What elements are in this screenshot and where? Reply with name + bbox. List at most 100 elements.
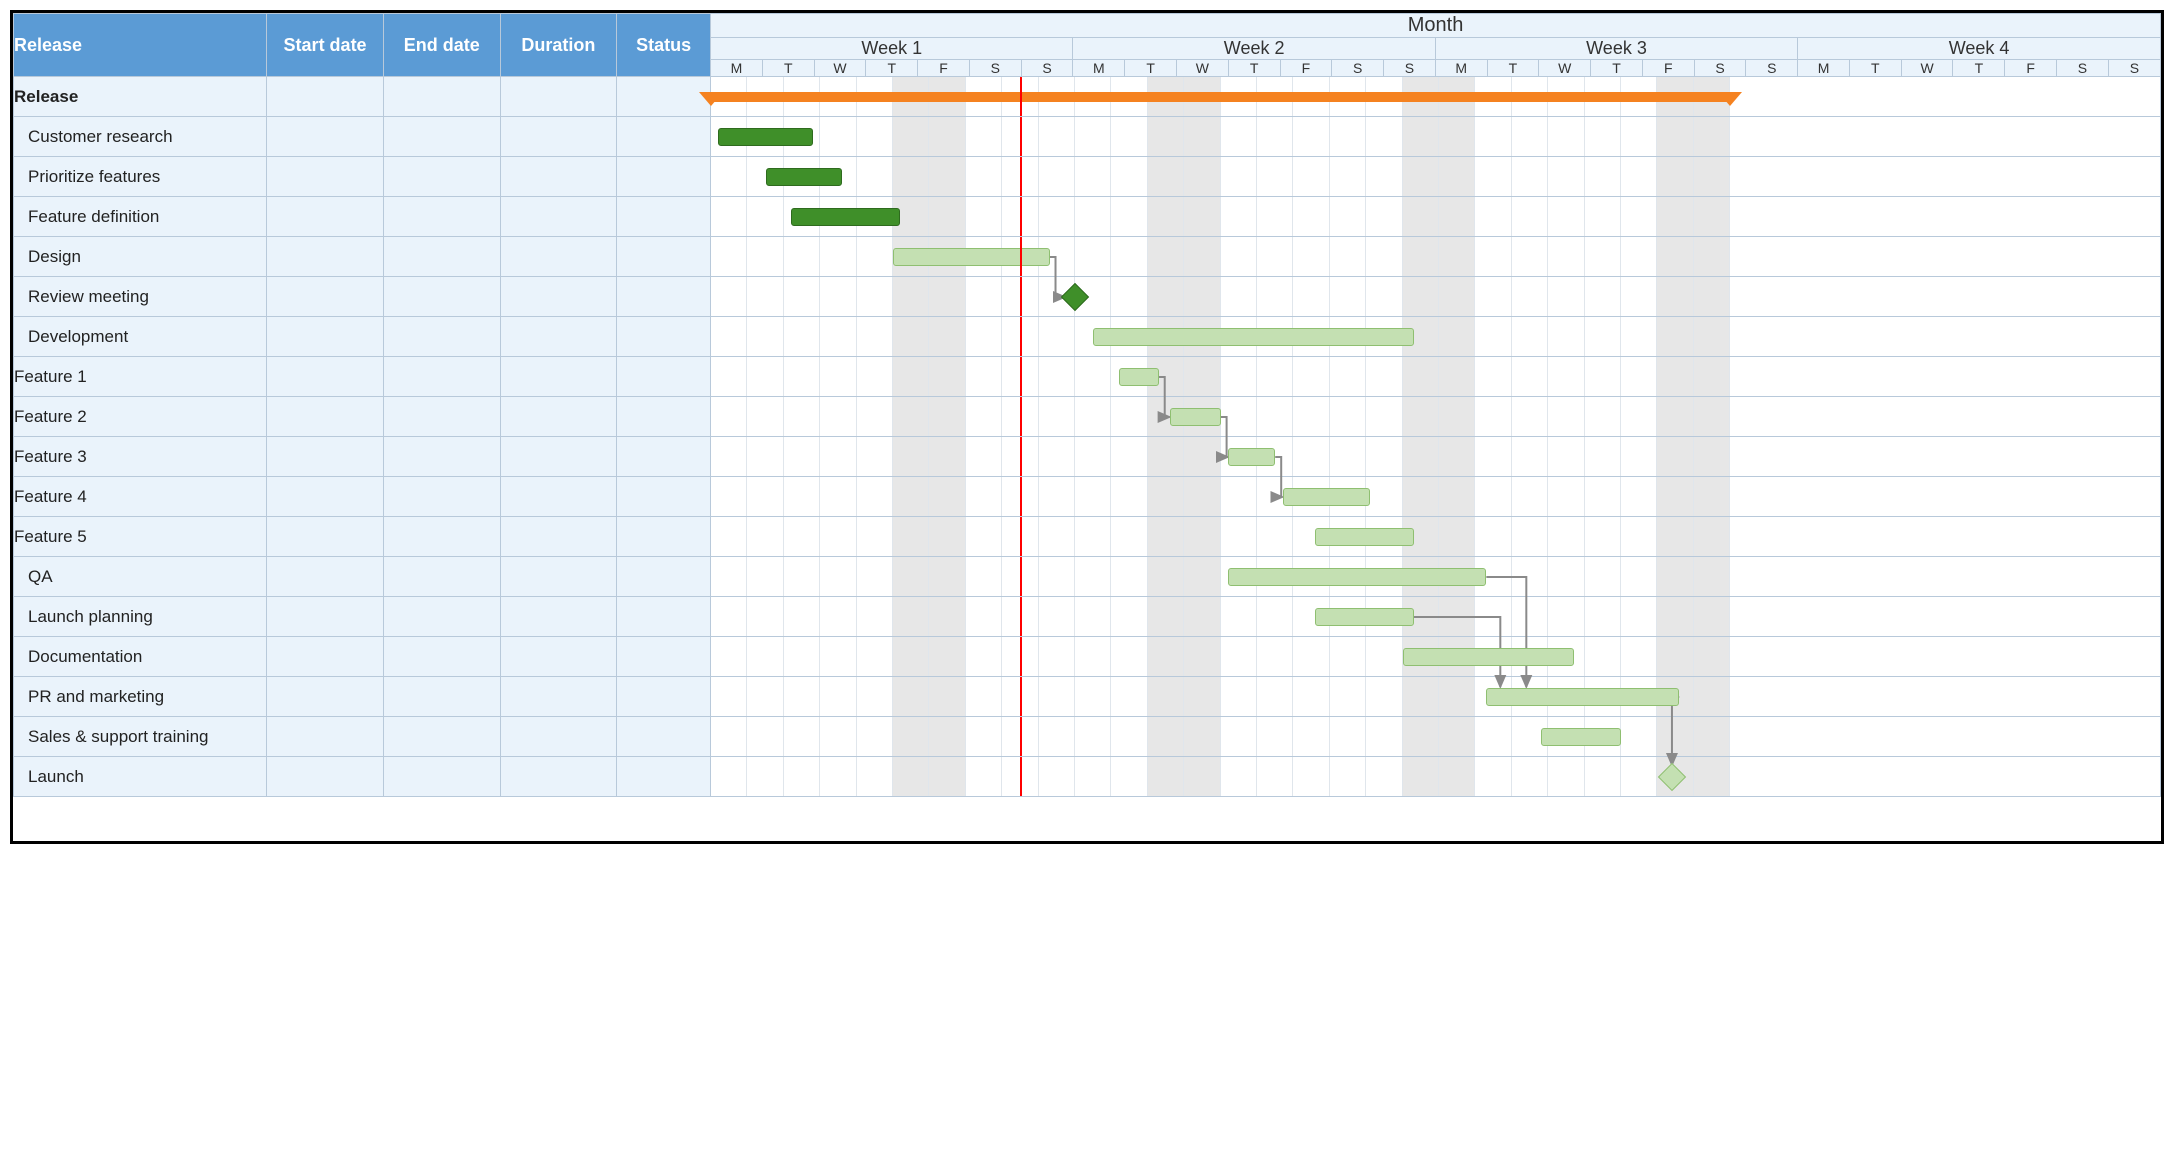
day-cell <box>1621 477 1657 516</box>
day-cell <box>1585 437 1621 476</box>
day-cell <box>1039 397 1075 436</box>
gantt-bar <box>1315 528 1413 546</box>
day-cell <box>1184 597 1220 636</box>
day-cell <box>1403 197 1439 236</box>
day-cell <box>1657 637 1693 676</box>
day-cell <box>857 277 893 316</box>
empty-duration <box>500 637 617 677</box>
day-cell <box>929 117 965 156</box>
day-cell <box>1548 237 1584 276</box>
empty-status <box>617 677 711 717</box>
chart-row-cell <box>711 317 2161 357</box>
empty-start <box>267 677 384 717</box>
day-cell <box>1111 597 1147 636</box>
day-cell <box>747 277 783 316</box>
day-cell <box>711 357 747 396</box>
day-cell <box>1184 557 1220 596</box>
day-cell <box>1585 317 1621 356</box>
day-cell <box>1148 637 1184 676</box>
day-header: T <box>1125 60 1177 77</box>
task-row: Prioritize features <box>14 157 2161 197</box>
day-cell <box>1585 197 1621 236</box>
day-cell <box>1221 597 1257 636</box>
day-cell <box>1475 477 1511 516</box>
day-cell <box>1548 117 1584 156</box>
day-cell <box>1039 157 1075 196</box>
day-cell <box>1366 117 1402 156</box>
empty-status <box>617 757 711 797</box>
task-label: Prioritize features <box>14 157 267 197</box>
chart-row-cell <box>711 757 2161 797</box>
col-header-task: Release <box>14 14 267 77</box>
today-line <box>1020 277 1022 316</box>
day-cell <box>820 397 856 436</box>
day-cell <box>784 357 820 396</box>
empty-duration <box>500 237 617 277</box>
day-cell <box>1075 677 1111 716</box>
day-header: S <box>969 60 1021 77</box>
empty-start <box>267 197 384 237</box>
day-cell <box>1694 277 1730 316</box>
empty-status <box>617 557 711 597</box>
day-cell <box>1439 237 1475 276</box>
day-cell <box>1293 397 1329 436</box>
day-cell <box>1621 597 1657 636</box>
day-cell <box>1403 117 1439 156</box>
empty-duration <box>500 157 617 197</box>
day-cell <box>711 717 747 756</box>
day-cell <box>1221 477 1257 516</box>
day-cell <box>1257 237 1293 276</box>
day-header: W <box>1539 60 1591 77</box>
day-cell <box>1184 517 1220 556</box>
day-cell <box>1694 197 1730 236</box>
day-cell <box>1621 397 1657 436</box>
day-cell <box>1075 437 1111 476</box>
day-cell <box>1548 517 1584 556</box>
empty-duration <box>500 557 617 597</box>
day-cell <box>857 557 893 596</box>
day-cell <box>893 317 929 356</box>
day-cell <box>1621 237 1657 276</box>
day-cell <box>1221 637 1257 676</box>
day-cell <box>1075 597 1111 636</box>
day-cell <box>1694 397 1730 436</box>
chart-row-cell <box>711 397 2161 437</box>
day-cell <box>1403 477 1439 516</box>
day-cell <box>1439 597 1475 636</box>
day-cell <box>1439 437 1475 476</box>
day-cell <box>1221 397 1257 436</box>
day-cell <box>1221 197 1257 236</box>
day-cell <box>747 477 783 516</box>
day-cell <box>1330 677 1366 716</box>
day-cell <box>711 757 747 796</box>
day-cell <box>1184 277 1220 316</box>
day-cell <box>893 117 929 156</box>
day-cell <box>1221 357 1257 396</box>
day-cell <box>711 157 747 196</box>
day-header: F <box>918 60 970 77</box>
day-header: F <box>1642 60 1694 77</box>
day-cell <box>1039 477 1075 516</box>
empty-duration <box>500 197 617 237</box>
day-cell <box>1221 117 1257 156</box>
day-cell <box>857 637 893 676</box>
day-cell <box>1148 437 1184 476</box>
task-row: Feature 5 <box>14 517 2161 557</box>
day-cell <box>1293 197 1329 236</box>
day-cell <box>1075 197 1111 236</box>
day-cell <box>966 117 1002 156</box>
day-cell <box>1475 237 1511 276</box>
gantt-bar <box>1093 328 1413 346</box>
day-cell <box>1657 437 1693 476</box>
day-cell <box>1039 517 1075 556</box>
day-cell <box>1439 397 1475 436</box>
day-cell <box>747 757 783 796</box>
empty-start <box>267 117 384 157</box>
empty-duration <box>500 397 617 437</box>
day-cell <box>857 597 893 636</box>
today-line <box>1020 317 1022 356</box>
day-cell <box>1330 237 1366 276</box>
empty-end <box>383 517 500 557</box>
day-cell <box>1148 277 1184 316</box>
day-cell <box>1694 357 1730 396</box>
